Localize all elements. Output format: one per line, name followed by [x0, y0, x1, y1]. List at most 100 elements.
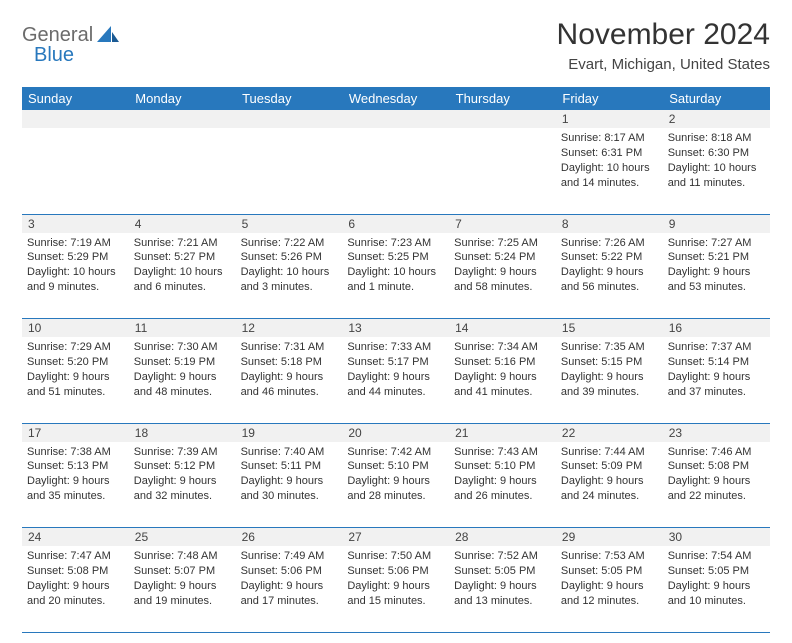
- sunset-text: Sunset: 5:10 PM: [347, 459, 444, 474]
- day-detail-cell: Sunrise: 7:22 AMSunset: 5:26 PMDaylight:…: [236, 233, 343, 319]
- day-number-cell: 17: [22, 423, 129, 442]
- sunset-text: Sunset: 5:22 PM: [561, 250, 658, 265]
- day-number-cell: 23: [663, 423, 770, 442]
- daylight-line1: Daylight: 10 hours: [561, 161, 658, 176]
- day-detail-row: Sunrise: 8:17 AMSunset: 6:31 PMDaylight:…: [22, 128, 770, 214]
- daylight-line2: and 56 minutes.: [561, 280, 658, 295]
- calendar-body: 12Sunrise: 8:17 AMSunset: 6:31 PMDayligh…: [22, 110, 770, 632]
- day-number-cell: [22, 110, 129, 128]
- daylight-line2: and 13 minutes.: [454, 594, 551, 609]
- day-detail-cell: Sunrise: 7:39 AMSunset: 5:12 PMDaylight:…: [129, 442, 236, 528]
- daylight-line1: Daylight: 9 hours: [454, 474, 551, 489]
- brand-part2: Blue: [34, 44, 74, 66]
- sunset-text: Sunset: 5:07 PM: [134, 564, 231, 579]
- daylight-line2: and 58 minutes.: [454, 280, 551, 295]
- daylight-line1: Daylight: 10 hours: [668, 161, 765, 176]
- daylight-line1: Daylight: 9 hours: [561, 474, 658, 489]
- daylight-line1: Daylight: 9 hours: [454, 579, 551, 594]
- day-number-cell: 4: [129, 214, 236, 233]
- day-number-cell: 10: [22, 319, 129, 338]
- day-number-row: 3456789: [22, 214, 770, 233]
- day-detail-cell: Sunrise: 7:21 AMSunset: 5:27 PMDaylight:…: [129, 233, 236, 319]
- daylight-line2: and 22 minutes.: [668, 489, 765, 504]
- daylight-line1: Daylight: 9 hours: [668, 370, 765, 385]
- sunrise-text: Sunrise: 7:22 AM: [241, 236, 338, 251]
- day-number-cell: 5: [236, 214, 343, 233]
- sunrise-text: Sunrise: 7:47 AM: [27, 549, 124, 564]
- day-detail-cell: Sunrise: 7:54 AMSunset: 5:05 PMDaylight:…: [663, 546, 770, 632]
- daylight-line2: and 26 minutes.: [454, 489, 551, 504]
- col-thursday: Thursday: [449, 87, 556, 110]
- sunrise-text: Sunrise: 7:19 AM: [27, 236, 124, 251]
- day-number-row: 10111213141516: [22, 319, 770, 338]
- sunset-text: Sunset: 5:24 PM: [454, 250, 551, 265]
- daylight-line2: and 53 minutes.: [668, 280, 765, 295]
- daylight-line1: Daylight: 9 hours: [27, 474, 124, 489]
- sunset-text: Sunset: 5:19 PM: [134, 355, 231, 370]
- sunset-text: Sunset: 6:31 PM: [561, 146, 658, 161]
- daylight-line1: Daylight: 9 hours: [454, 265, 551, 280]
- sunset-text: Sunset: 5:15 PM: [561, 355, 658, 370]
- sunset-text: Sunset: 5:27 PM: [134, 250, 231, 265]
- sunrise-text: Sunrise: 7:35 AM: [561, 340, 658, 355]
- day-number-cell: 30: [663, 528, 770, 547]
- day-detail-cell: Sunrise: 8:18 AMSunset: 6:30 PMDaylight:…: [663, 128, 770, 214]
- daylight-line2: and 30 minutes.: [241, 489, 338, 504]
- daylight-line1: Daylight: 9 hours: [134, 474, 231, 489]
- day-number-cell: 18: [129, 423, 236, 442]
- day-detail-cell: Sunrise: 7:29 AMSunset: 5:20 PMDaylight:…: [22, 337, 129, 423]
- day-number-cell: 29: [556, 528, 663, 547]
- daylight-line2: and 3 minutes.: [241, 280, 338, 295]
- daylight-line1: Daylight: 9 hours: [668, 265, 765, 280]
- day-detail-cell: Sunrise: 7:43 AMSunset: 5:10 PMDaylight:…: [449, 442, 556, 528]
- sunrise-text: Sunrise: 8:17 AM: [561, 131, 658, 146]
- day-detail-cell: Sunrise: 7:40 AMSunset: 5:11 PMDaylight:…: [236, 442, 343, 528]
- daylight-line2: and 10 minutes.: [668, 594, 765, 609]
- day-number-cell: [129, 110, 236, 128]
- daylight-line2: and 6 minutes.: [134, 280, 231, 295]
- day-detail-cell: Sunrise: 7:47 AMSunset: 5:08 PMDaylight:…: [22, 546, 129, 632]
- sunrise-text: Sunrise: 7:54 AM: [668, 549, 765, 564]
- day-number-cell: [449, 110, 556, 128]
- daylight-line2: and 51 minutes.: [27, 385, 124, 400]
- daylight-line1: Daylight: 9 hours: [241, 370, 338, 385]
- day-detail-cell: [342, 128, 449, 214]
- daylight-line1: Daylight: 9 hours: [454, 370, 551, 385]
- sunset-text: Sunset: 5:26 PM: [241, 250, 338, 265]
- sunset-text: Sunset: 5:08 PM: [668, 459, 765, 474]
- day-detail-cell: Sunrise: 7:44 AMSunset: 5:09 PMDaylight:…: [556, 442, 663, 528]
- sunrise-text: Sunrise: 7:25 AM: [454, 236, 551, 251]
- day-number-cell: 27: [342, 528, 449, 547]
- sunset-text: Sunset: 5:21 PM: [668, 250, 765, 265]
- daylight-line1: Daylight: 10 hours: [27, 265, 124, 280]
- month-title: November 2024: [557, 18, 770, 52]
- day-number-cell: 11: [129, 319, 236, 338]
- sunset-text: Sunset: 5:18 PM: [241, 355, 338, 370]
- day-detail-cell: Sunrise: 7:38 AMSunset: 5:13 PMDaylight:…: [22, 442, 129, 528]
- daylight-line1: Daylight: 9 hours: [241, 474, 338, 489]
- day-detail-cell: Sunrise: 8:17 AMSunset: 6:31 PMDaylight:…: [556, 128, 663, 214]
- daylight-line2: and 17 minutes.: [241, 594, 338, 609]
- day-number-cell: 9: [663, 214, 770, 233]
- header: General November 2024 Evart, Michigan, U…: [22, 18, 770, 73]
- day-detail-cell: [236, 128, 343, 214]
- daylight-line1: Daylight: 9 hours: [347, 474, 444, 489]
- sunset-text: Sunset: 5:17 PM: [347, 355, 444, 370]
- day-number-cell: 7: [449, 214, 556, 233]
- day-number-cell: 19: [236, 423, 343, 442]
- sunset-text: Sunset: 5:11 PM: [241, 459, 338, 474]
- day-detail-row: Sunrise: 7:38 AMSunset: 5:13 PMDaylight:…: [22, 442, 770, 528]
- day-number-cell: 1: [556, 110, 663, 128]
- day-detail-cell: Sunrise: 7:35 AMSunset: 5:15 PMDaylight:…: [556, 337, 663, 423]
- day-detail-cell: Sunrise: 7:25 AMSunset: 5:24 PMDaylight:…: [449, 233, 556, 319]
- sunset-text: Sunset: 5:05 PM: [561, 564, 658, 579]
- daylight-line1: Daylight: 9 hours: [561, 265, 658, 280]
- daylight-line2: and 44 minutes.: [347, 385, 444, 400]
- day-detail-cell: Sunrise: 7:34 AMSunset: 5:16 PMDaylight:…: [449, 337, 556, 423]
- col-friday: Friday: [556, 87, 663, 110]
- daylight-line2: and 24 minutes.: [561, 489, 658, 504]
- daylight-line2: and 28 minutes.: [347, 489, 444, 504]
- day-detail-cell: Sunrise: 7:53 AMSunset: 5:05 PMDaylight:…: [556, 546, 663, 632]
- day-detail-cell: Sunrise: 7:50 AMSunset: 5:06 PMDaylight:…: [342, 546, 449, 632]
- sunset-text: Sunset: 5:08 PM: [27, 564, 124, 579]
